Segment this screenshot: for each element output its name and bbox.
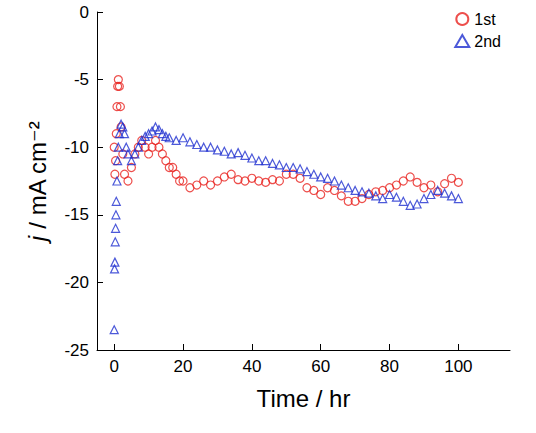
svg-text:-25: -25 xyxy=(64,341,89,360)
svg-text:Time / hr: Time / hr xyxy=(257,385,351,412)
svg-text:/ mA cm⁻²: / mA cm⁻² xyxy=(24,121,51,235)
svg-text:-20: -20 xyxy=(64,273,89,292)
svg-text:-15: -15 xyxy=(64,205,89,224)
svg-text:60: 60 xyxy=(311,357,330,376)
svg-text:-10: -10 xyxy=(64,138,89,157)
svg-text:1st: 1st xyxy=(474,11,496,28)
svg-text:100: 100 xyxy=(444,357,472,376)
svg-text:2nd: 2nd xyxy=(474,33,501,50)
svg-text:j: j xyxy=(24,235,51,244)
svg-text:-5: -5 xyxy=(74,70,89,89)
svg-text:20: 20 xyxy=(174,357,193,376)
svg-text:0: 0 xyxy=(109,357,118,376)
svg-text:0: 0 xyxy=(80,3,89,22)
svg-text:40: 40 xyxy=(242,357,261,376)
svg-text:80: 80 xyxy=(380,357,399,376)
